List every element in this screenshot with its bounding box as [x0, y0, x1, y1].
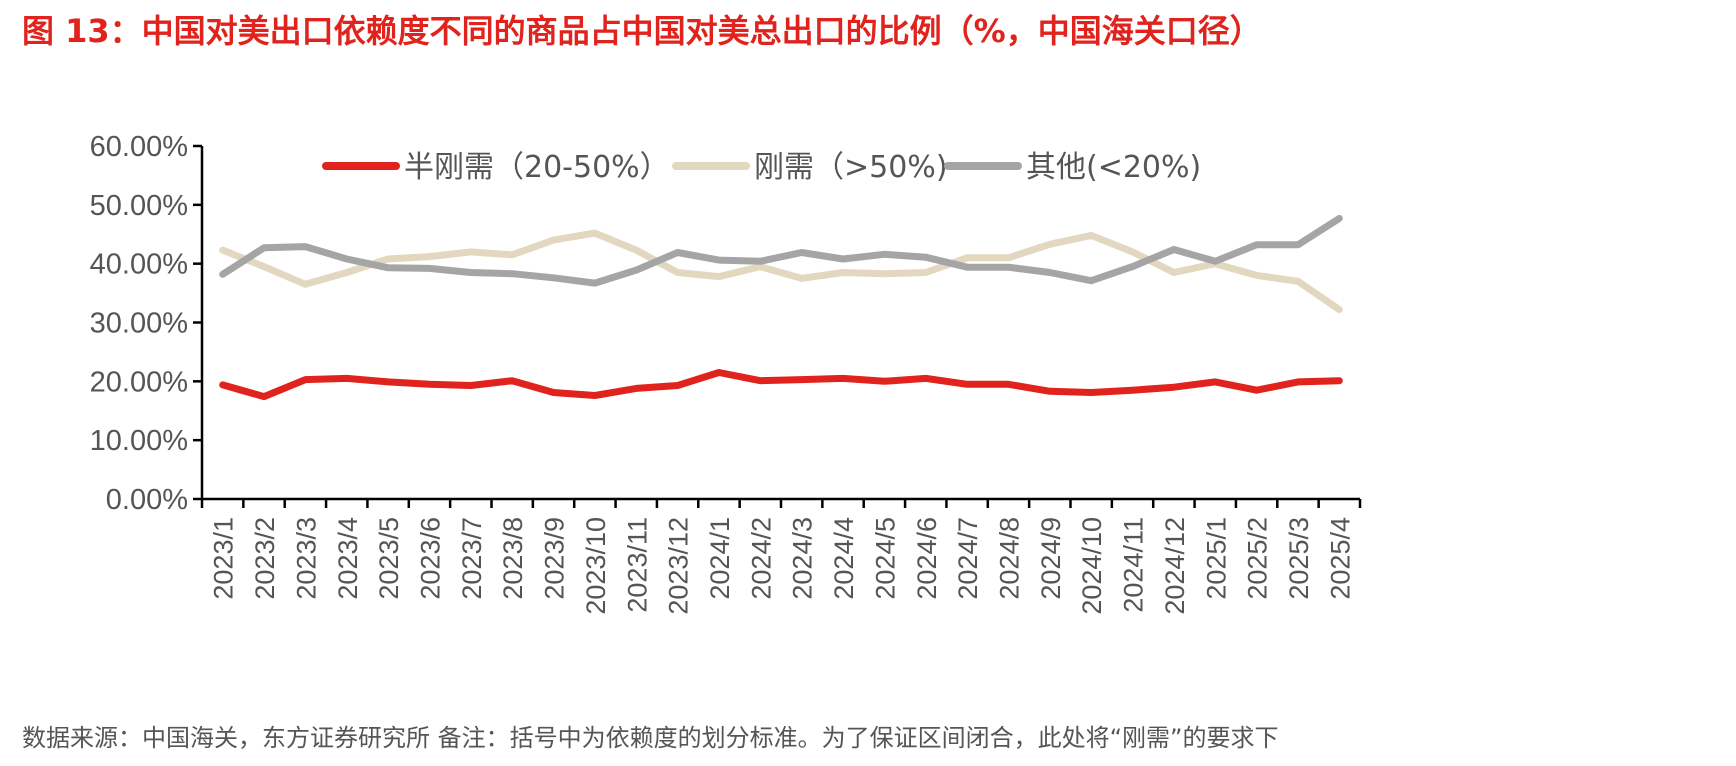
legend-label-1: 半刚需（20-50%）	[404, 150, 670, 185]
x-tick-label: 2024/5	[870, 517, 900, 600]
x-tick-label: 2025/1	[1201, 517, 1231, 600]
x-tick-label: 2024/11	[1119, 517, 1149, 613]
x-tick-label: 2024/1	[705, 517, 735, 600]
y-tick-label: 0.00%	[106, 484, 188, 516]
x-tick-label: 2024/7	[953, 517, 983, 600]
x-tick-label: 2024/2	[746, 517, 776, 600]
series-line-2	[219, 229, 1343, 314]
series-line-3	[219, 214, 1343, 287]
series-line-1	[219, 369, 1343, 401]
x-tick-label: 2023/4	[333, 517, 363, 600]
x-axis: 2023/1 2023/2 2023/3 2023/4 2023/5 2023/6 2023…	[200, 497, 1362, 615]
y-tick-label: 10.00%	[90, 425, 188, 457]
x-tick-label: 2023/2	[250, 517, 280, 600]
legend-label-3: 其他(<20%)	[1026, 150, 1201, 185]
legend: 半刚需（20-50%） 刚需（>50%) 其他(<20%)	[322, 150, 1201, 185]
source-footnote: 数据来源：中国海关，东方证券研究所 备注：括号中为依赖度的划分标准。为了保证区间…	[22, 724, 1279, 752]
y-tick-label: 30.00%	[90, 308, 188, 340]
x-tick-label: 2024/3	[788, 517, 818, 600]
figure-title: 图 13：中国对美出口依赖度不同的商品占中国对美总出口的比例（%，中国海关口径）	[22, 12, 1262, 50]
x-tick-label: 2023/9	[540, 517, 570, 600]
y-tick-label: 50.00%	[90, 190, 188, 222]
x-tick-label: 2024/12	[1160, 517, 1190, 615]
y-tick-label: 40.00%	[90, 249, 188, 281]
x-tick-label: 2024/6	[912, 517, 942, 600]
x-tick-label: 2023/12	[664, 517, 694, 615]
x-tick-label: 2023/5	[374, 517, 404, 600]
x-tick-label: 2023/8	[498, 517, 528, 600]
x-tick-label: 2023/7	[457, 517, 487, 600]
line-chart: 0.00% 10.00% 20.00% 30.00% 40.00% 50.00% 60.00…	[90, 131, 1362, 615]
x-tick-label: 2023/10	[581, 517, 611, 615]
y-axis: 0.00% 10.00% 20.00% 30.00% 40.00% 50.00% 60.00…	[90, 131, 204, 516]
x-tick-label: 2024/4	[829, 517, 859, 600]
x-tick-label: 2023/11	[622, 517, 652, 613]
legend-label-2: 刚需（>50%)	[754, 150, 948, 185]
y-tick-label: 60.00%	[90, 131, 188, 163]
y-tick-label: 20.00%	[90, 366, 188, 398]
x-tick-label: 2024/10	[1077, 517, 1107, 615]
x-tick-label: 2025/2	[1243, 517, 1273, 600]
x-tick-label: 2024/9	[1036, 517, 1066, 600]
x-tick-label: 2023/3	[291, 517, 321, 600]
x-tick-label: 2023/6	[415, 517, 445, 600]
x-tick-label: 2024/8	[994, 517, 1024, 600]
x-tick-label: 2023/1	[209, 517, 239, 600]
x-tick-label: 2025/3	[1284, 517, 1314, 600]
series-lines	[219, 214, 1343, 401]
x-tick-label: 2025/4	[1325, 517, 1355, 600]
